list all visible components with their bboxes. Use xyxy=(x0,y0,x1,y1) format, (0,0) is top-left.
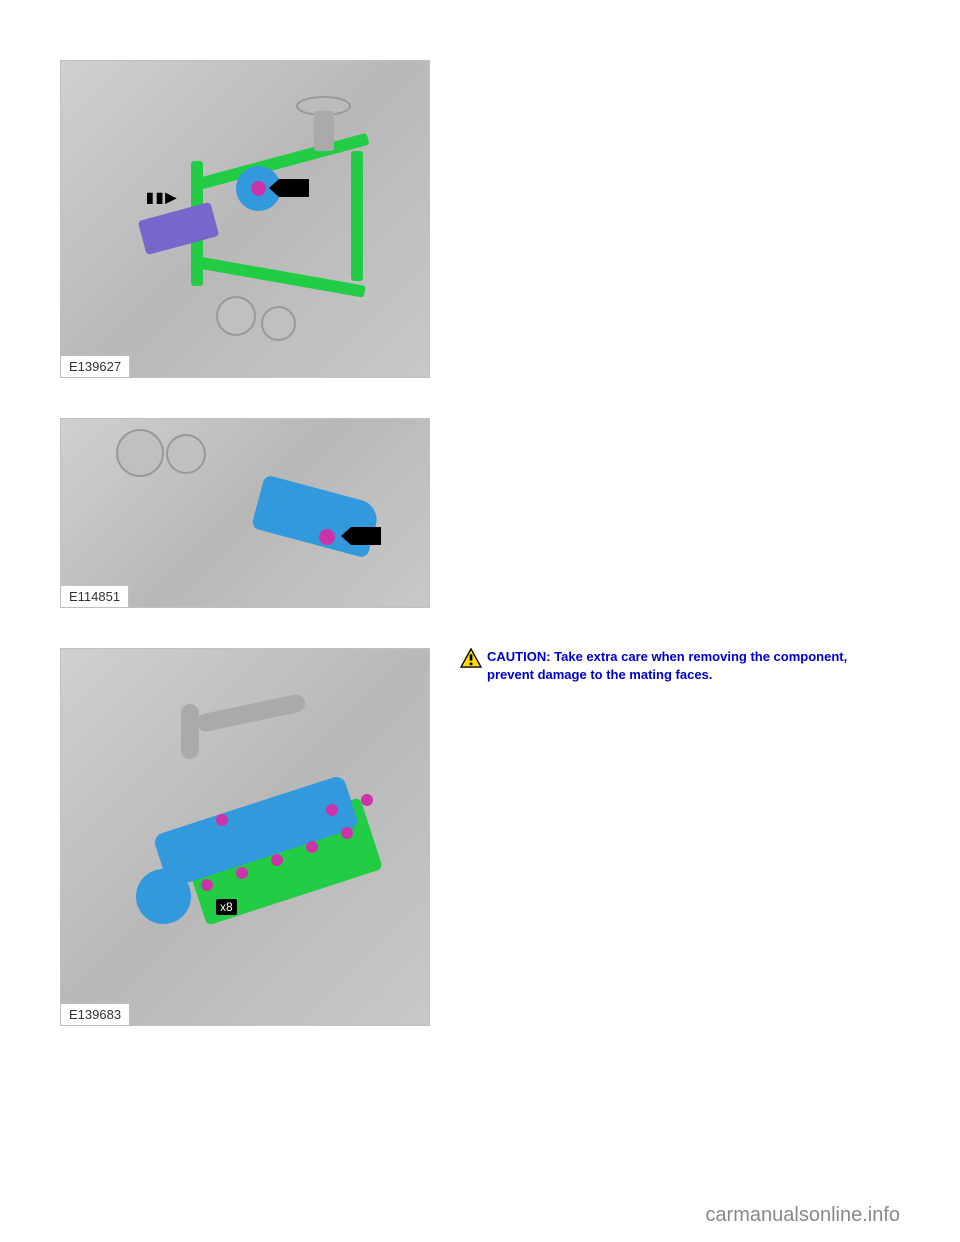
pipe xyxy=(181,704,199,759)
caution-text: CAUTION: Take extra care when removing t… xyxy=(487,648,880,684)
gear xyxy=(116,429,164,477)
figure-label: E139683 xyxy=(61,1003,130,1025)
warning-icon xyxy=(460,648,482,668)
bolt xyxy=(306,841,318,853)
figure-1: ▮▮▶ E139627 xyxy=(60,60,430,378)
bolt xyxy=(341,827,353,839)
figure-label: E114851 xyxy=(61,585,129,607)
gear xyxy=(216,296,256,336)
caution-block: CAUTION: Take extra care when removing t… xyxy=(460,648,880,684)
oil-neck xyxy=(314,111,334,151)
figure-label: E139627 xyxy=(61,355,130,377)
timing-belt xyxy=(351,151,363,281)
figure-2: E114851 xyxy=(60,418,430,608)
bracket-cylinder xyxy=(136,869,191,924)
bolt xyxy=(201,879,213,891)
gear xyxy=(261,306,296,341)
bolt xyxy=(326,804,338,816)
bolt xyxy=(216,814,228,826)
bolt xyxy=(251,181,266,196)
gear xyxy=(166,434,206,474)
arrow-callout xyxy=(351,527,381,545)
bolt-count-label: x8 xyxy=(216,899,237,915)
bolt xyxy=(361,794,373,806)
direction-marks: ▮▮▶ xyxy=(146,189,178,206)
bolt xyxy=(271,854,283,866)
figure-3: x8 E139683 xyxy=(60,648,430,1026)
bolt xyxy=(236,867,248,879)
arrow-callout xyxy=(279,179,309,197)
watermark: carmanualsonline.info xyxy=(705,1204,900,1227)
bolt xyxy=(319,529,335,545)
